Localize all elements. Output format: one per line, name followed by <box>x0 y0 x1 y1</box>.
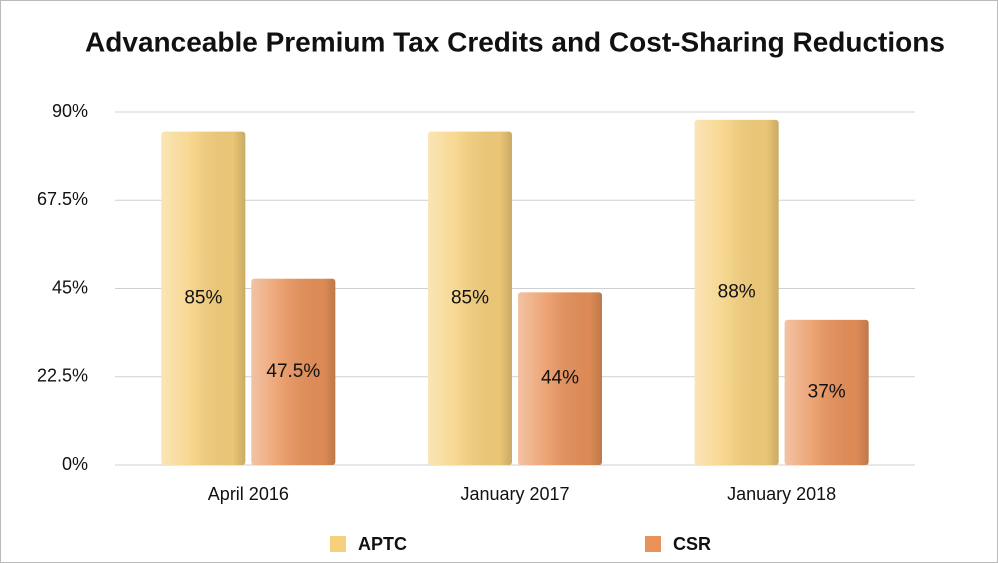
y-tick-label: 45% <box>52 277 88 297</box>
data-label: 37% <box>808 381 846 402</box>
data-label: 85% <box>184 287 222 308</box>
x-tick-label: April 2016 <box>208 484 289 504</box>
y-tick-label: 0% <box>62 454 88 474</box>
y-tick-label: 67.5% <box>37 189 88 209</box>
chart-title: Advanceable Premium Tax Credits and Cost… <box>85 26 945 57</box>
legend-label: APTC <box>358 534 407 554</box>
legend-label: CSR <box>673 534 711 554</box>
data-label: 85% <box>451 287 489 308</box>
x-tick-label: January 2017 <box>460 484 569 504</box>
data-label: 88% <box>718 281 756 302</box>
y-tick-label: 90% <box>52 101 88 121</box>
legend-swatch <box>645 536 661 552</box>
data-label: 44% <box>541 368 579 389</box>
x-tick-label: January 2018 <box>727 484 836 504</box>
y-tick-label: 22.5% <box>37 366 88 386</box>
data-label: 47.5% <box>266 361 320 382</box>
legend-swatch <box>330 536 346 552</box>
